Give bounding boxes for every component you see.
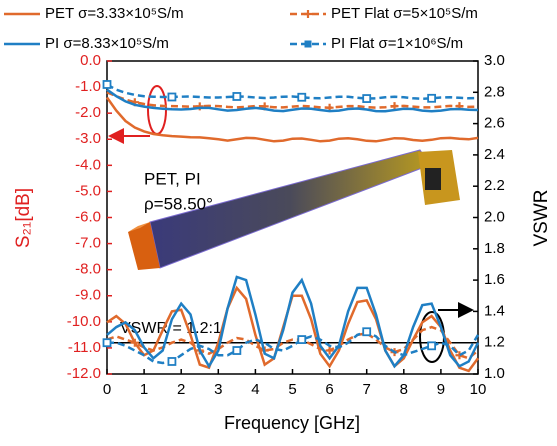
- series-line: [107, 92, 478, 107]
- marker: [298, 336, 305, 343]
- y-tick-label: -3.0: [75, 130, 101, 147]
- annotation: ρ=58.50°: [144, 194, 213, 213]
- x-tick-label: 6: [325, 381, 333, 398]
- y2-axis-title: VSWR: [531, 190, 552, 247]
- marker: [428, 342, 435, 349]
- y2-tick-label: 1.4: [484, 302, 505, 319]
- marker: [104, 339, 111, 346]
- y-tick-label: -12.0: [67, 365, 101, 382]
- x-tick-label: 4: [251, 381, 259, 398]
- y-tick-label: -9.0: [75, 287, 101, 304]
- y2-tick-label: 2.0: [484, 208, 505, 225]
- y-tick-label: -4.0: [75, 156, 101, 173]
- y2-tick-label: 1.6: [484, 271, 505, 288]
- x-tick-label: 8: [400, 381, 408, 398]
- marker: [233, 93, 240, 100]
- legend-marker: [305, 41, 312, 48]
- marker: [233, 347, 240, 354]
- chart: PET, PI ρ=58.50° VSWR = 1.2:1 Frequency …: [0, 0, 557, 441]
- y2-tick-label: 1.2: [484, 334, 505, 351]
- marker: [363, 328, 370, 335]
- y2-tick-label: 2.8: [484, 83, 505, 100]
- series-line: [107, 98, 478, 142]
- marker: [428, 95, 435, 102]
- y2-tick-label: 2.4: [484, 146, 505, 163]
- legend-label: PI Flat σ=1×10⁶S/m: [331, 35, 463, 52]
- y2-tick-label: 3.0: [484, 52, 505, 69]
- y-tick-label: -6.0: [75, 208, 101, 225]
- y-tick-label: -2.0: [75, 104, 101, 121]
- highlight-ellipse: [148, 86, 166, 134]
- marker: [298, 94, 305, 101]
- y-tick-label: -7.0: [75, 235, 101, 252]
- y-tick-label: -8.0: [75, 261, 101, 278]
- x-tick-label: 7: [363, 381, 371, 398]
- legend-marker: [304, 10, 312, 18]
- y2-tick-label: 2.6: [484, 115, 505, 132]
- highlight-ellipse: [420, 312, 444, 362]
- marker: [363, 95, 370, 102]
- y-tick-label: -11.0: [68, 339, 101, 356]
- y2-tick-label: 1.8: [484, 240, 505, 257]
- marker: [168, 93, 175, 100]
- y-tick-label: -10.0: [67, 313, 101, 330]
- x-tick-label: 0: [103, 381, 111, 398]
- y-tick-label: 0.0: [80, 52, 101, 69]
- x-tick-label: 9: [437, 381, 445, 398]
- x-tick-label: 2: [177, 381, 185, 398]
- legend-label: PET Flat σ=5×10⁵S/m: [331, 5, 478, 22]
- legend-label: PI σ=8.33×10⁵S/m: [45, 35, 169, 52]
- legend-label: PET σ=3.33×10⁵S/m: [45, 5, 184, 22]
- annotation: PET, PI: [144, 169, 201, 188]
- x-tick-label: 5: [288, 381, 296, 398]
- y-tick-label: -1.0: [75, 78, 101, 95]
- y-tick-label: -5.0: [75, 182, 101, 199]
- marker: [168, 358, 175, 365]
- x-tick-label: 10: [470, 381, 487, 398]
- y2-tick-label: 1.0: [484, 365, 505, 382]
- x-tick-label: 1: [140, 381, 148, 398]
- y2-tick-label: 2.2: [484, 177, 505, 194]
- x-tick-label: 3: [214, 381, 222, 398]
- y-axis-title: S₂₁[dB]: [13, 188, 34, 248]
- x-axis-title: Frequency [GHz]: [224, 413, 360, 433]
- marker: [104, 81, 111, 88]
